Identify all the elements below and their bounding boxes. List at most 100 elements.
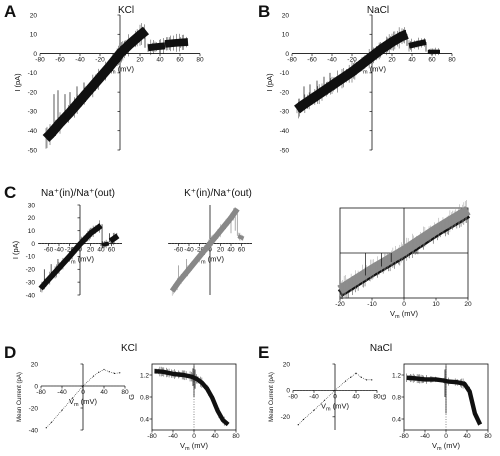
chart-e1-ylabel: Mean Current (pA) [269, 372, 275, 422]
chart-a-ytick-label: 10 [30, 32, 38, 39]
chart-e1-point [355, 372, 357, 374]
chart-d1-xtick-label: 0 [81, 389, 85, 396]
chart-e1-point [365, 379, 368, 381]
chart-c1-ytick-label: 0 [31, 241, 35, 248]
chart-c2-xtick-label: 40 [227, 247, 235, 254]
chart-c1-ytick-label: 30 [28, 202, 36, 209]
chart-d1-ylabel: Mean Current (pA) [17, 372, 23, 422]
chart-e1-title: NaCl [370, 343, 392, 354]
chart-e1-ytick-label: 20 [283, 361, 291, 368]
chart-e1-xlabel: Vm (mV) [321, 401, 349, 412]
chart-c2-xtick-label: 20 [217, 247, 225, 254]
chart-e2-xtick-label: 80 [484, 433, 492, 440]
chart-a-series-noise [164, 33, 187, 52]
chart-b-xtick-label: 40 [408, 57, 416, 64]
chart-a: -80 -60 -40 -20 0 20 40 60 80-50-40-30-20-100102… [13, 12, 204, 154]
chart-b-ylabel: I (pA) [265, 73, 274, 92]
chart-e2-ytick-label: 1.2 [392, 372, 401, 379]
chart-a-ytick-label: -30 [28, 109, 38, 116]
chart-d2-ylabel: G [127, 394, 136, 400]
chart-b-xtick-label: 20 [388, 57, 396, 64]
chart-d2-ytick-label: 0.8 [140, 394, 149, 401]
chart-b: -80 -60 -40 -20 0 20 40 60 80-50-40-30-20-100102… [265, 12, 456, 154]
chart-e2-ytick-label: 0.8 [392, 394, 401, 401]
chart-c1-xtick-label: 0 [78, 247, 82, 254]
chart-b-xtick-label: -40 [327, 57, 337, 64]
panel-label-a: A [4, 2, 16, 21]
chart-e2-xtick-label: 40 [463, 433, 471, 440]
chart-b-series-noise [408, 37, 425, 52]
chart-e1-series-line [298, 372, 372, 425]
chart-a-xtick-label: 40 [156, 57, 164, 64]
chart-b-xtick-label: -80 [287, 57, 297, 64]
chart-c1-ytick-label: -10 [26, 254, 36, 261]
chart-e1-xtick-label: -40 [309, 393, 319, 400]
chart-e2-xlabel: Vm (mV) [432, 441, 460, 452]
chart-a-xtick-label: 20 [136, 57, 144, 64]
chart-c3-xtick-label: -20 [335, 301, 345, 308]
chart-a-ytick-label: 0 [33, 51, 37, 58]
chart-a-xtick-label: -80 [35, 57, 45, 64]
panel-label-b: B [258, 2, 270, 21]
chart-b-ytick-label: -20 [280, 89, 290, 96]
chart-b-xtick-label: -20 [347, 57, 357, 64]
chart-c1-xtick-label: -40 [54, 247, 64, 254]
chart-c1-title: Na⁺(in)/Na⁺(out) [41, 188, 115, 199]
chart-b-series-noise [296, 27, 406, 119]
chart-d2: -80 -40 0 40 80 0.4 0.8 1.2 Vm (mV) G [127, 363, 240, 452]
chart-a-xtick-label: -40 [75, 57, 85, 64]
chart-d2-xtick-label: 80 [232, 433, 240, 440]
chart-e1-xtick-label: 80 [373, 393, 381, 400]
chart-c1-xtick-label: 60 [108, 247, 116, 254]
chart-e1: -80 -40 0 40 80 -20 0 20 Vm (mV) Mean Current (pA… [269, 361, 381, 430]
chart-d2-xtick-label: -40 [168, 433, 178, 440]
chart-d1-ytick-label: 20 [31, 361, 39, 368]
chart-a-ytick-label: -20 [28, 89, 38, 96]
chart-c2-xtick-label: 60 [238, 247, 246, 254]
chart-b-ytick-label: -40 [280, 128, 290, 135]
chart-d2-ytick-label: 0.4 [140, 416, 149, 423]
chart-d1: -80 -40 0 40 80 -40 -20 0 20 Vm (mV) Mean Current … [17, 361, 129, 434]
chart-e2-xtick-label: -80 [399, 433, 409, 440]
chart-d1-xtick-label: 40 [100, 389, 108, 396]
chart-b-ytick-label: -30 [280, 109, 290, 116]
chart-e1-xtick-label: 40 [352, 393, 360, 400]
chart-e2-ylabel: G [379, 394, 388, 400]
chart-c1-ytick-label: -20 [26, 267, 36, 274]
chart-b-ytick-label: -50 [280, 147, 290, 154]
chart-c3-xtick-label: 10 [432, 301, 440, 308]
chart-d1-ytick-label: -20 [29, 405, 39, 412]
chart-d2-xtick-label: 0 [192, 433, 196, 440]
chart-c3-xtick-label: 20 [464, 301, 472, 308]
chart-e1-xtick-label: -80 [288, 393, 298, 400]
chart-c2-xtick-label: -60 [174, 247, 184, 254]
chart-d1-xtick-label: -40 [57, 389, 67, 396]
chart-c1-ytick-label: 10 [28, 228, 36, 235]
chart-c1-ytick-label: -40 [26, 292, 36, 299]
chart-c2-xtick-label: -40 [184, 247, 194, 254]
chart-c1-xtick-label: 20 [87, 247, 95, 254]
chart-a-title: KCl [118, 5, 134, 16]
chart-e1-ytick-label: 0 [286, 388, 290, 395]
chart-d1-xlabel: Vm (mV) [69, 397, 97, 408]
chart-c1-xtick-label: -60 [44, 247, 54, 254]
chart-d1-xtick-label: -80 [36, 389, 46, 396]
chart-c3-xlabel: Vm (mV) [390, 309, 418, 320]
chart-e2-xtick-label: 0 [444, 433, 448, 440]
chart-a-series-band [42, 26, 150, 142]
chart-a-ytick-label: 20 [30, 12, 38, 19]
chart-a-xtick-label: -20 [95, 57, 105, 64]
chart-b-xtick-label: 60 [428, 57, 436, 64]
chart-c2-series-noise [238, 232, 244, 242]
chart-b-xtick-label: 80 [448, 57, 456, 64]
chart-c2-xtick-label: -20 [195, 247, 205, 254]
chart-a-xtick-label: -60 [55, 57, 65, 64]
chart-d2-xlabel: Vm (mV) [180, 441, 208, 452]
chart-e2-series-band [406, 375, 483, 426]
chart-a-ytick-label: -50 [28, 147, 38, 154]
chart-a-ylabel: I (pA) [13, 73, 22, 92]
chart-c2-title: K⁺(in)/Na⁺(out) [184, 188, 252, 199]
chart-b-title: NaCl [367, 5, 389, 16]
chart-c1-series-noise [101, 239, 109, 249]
